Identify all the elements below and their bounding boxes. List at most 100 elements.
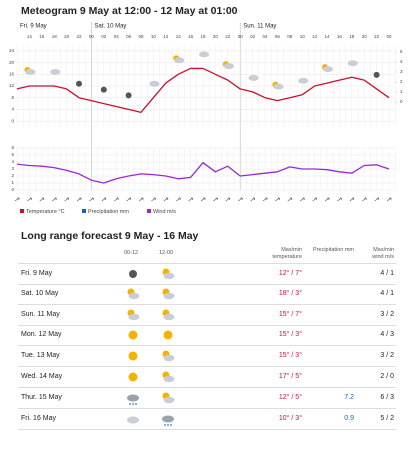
wind-arrow [101, 197, 107, 202]
wind-arrow [14, 197, 20, 202]
day-label: Fri. 9 May [20, 24, 47, 30]
column-header: Max/min wind m/s [372, 247, 394, 260]
day-cell: Mon. 12 May [21, 331, 62, 339]
weather-icon [129, 270, 137, 278]
wind-tick-label: 6 [11, 145, 14, 150]
legend-swatch [20, 209, 24, 213]
temperature-line [16, 67, 390, 114]
precip-tick-label: 1 [400, 89, 403, 94]
icon-cell [161, 346, 175, 373]
wind-arrow [126, 197, 131, 202]
moon-icon [100, 86, 107, 93]
cloud-icon [223, 63, 234, 70]
hour-label: 10 [151, 34, 157, 39]
forecast-row: Fri. 9 May 12° / 7° 4 / 1 [18, 263, 396, 285]
wind-arrow [374, 197, 379, 202]
column-header: 12-00 [159, 250, 174, 256]
precip-tick-label: 0 [400, 99, 403, 104]
wind-tick-label: 2 [11, 173, 14, 178]
weather-icon [128, 372, 138, 382]
wind-arrow [324, 197, 330, 202]
hour-label: 14 [324, 34, 330, 39]
day-cell: Fri. 16 May [21, 414, 57, 422]
icon-cell [161, 325, 175, 352]
temperature-cell: 17° / 5° [278, 373, 302, 380]
wind-arrow [238, 197, 243, 202]
wind-arrow [287, 197, 293, 202]
wind-tick-label: 0 [11, 187, 14, 192]
wind-arrow [300, 197, 305, 202]
wind-cell: 5 / 2 [380, 414, 394, 422]
legend-label: Precipitation mm [88, 209, 129, 215]
icon-cell [161, 409, 175, 436]
icon-cell [126, 264, 140, 291]
day-cell: Fri. 9 May [21, 270, 53, 277]
weather-icon [162, 350, 175, 362]
wind-arrow [275, 197, 280, 202]
hour-label: 16 [39, 34, 45, 39]
hour-label: 06 [126, 34, 132, 39]
hour-label: 20 [213, 34, 219, 39]
forecast-row: Sat. 10 May 18° / 3° 4 / 1 [18, 284, 396, 305]
wind-tick-label: 3 [11, 166, 14, 171]
icon-cell [126, 284, 140, 311]
hour-label: 16 [337, 34, 343, 39]
temp-tick-label: 24 [9, 48, 15, 53]
hour-label: 00 [238, 34, 244, 39]
weather-icon [127, 394, 139, 405]
temperature-cell: 12° / 7° [278, 270, 302, 277]
meteogram: Meteogram 9 May at 12:00 - 12 May at 01:… [9, 5, 403, 215]
cloud-icon [25, 69, 36, 75]
hour-label: 18 [52, 34, 58, 39]
forecast-row: Mon. 12 May 15° / 3° 4 / 3 [18, 325, 396, 347]
column-header: Max/min temperature [272, 247, 302, 260]
hour-label: 16 [188, 34, 194, 39]
hour-label: 22 [225, 34, 231, 39]
icon-cell [161, 388, 175, 415]
weather-icon [163, 330, 173, 340]
icon-cell [126, 305, 140, 332]
day-cell: Thur. 15 May [21, 393, 62, 401]
weather-icon [127, 309, 140, 320]
wind-tick-label: 5 [11, 152, 14, 157]
temperature-cell: 15° / 7° [278, 310, 302, 318]
wind-arrow [349, 197, 355, 202]
day-cell: Wed. 14 May [21, 373, 63, 380]
forecast-row: Tue. 13 May 15° / 3° 3 / 2 [18, 346, 396, 368]
temp-tick-label: 20 [9, 60, 15, 65]
moon-icon [76, 80, 82, 87]
icon-cell [126, 325, 140, 352]
hour-label: 18 [200, 34, 206, 39]
forecast-row: Thur. 15 May 12° / 5° 7.2 6 / 3 [18, 388, 396, 409]
cloud-icon [273, 83, 284, 90]
hour-label: 00 [89, 34, 95, 39]
hour-label: 18 [349, 34, 355, 39]
wind-arrow [39, 197, 45, 202]
day-label: Sat. 10 May [94, 24, 126, 30]
weather-icon [128, 351, 138, 361]
hour-label: 08 [287, 34, 293, 39]
forecast-row: Sun. 11 May 15° / 7° 3 / 2 [18, 305, 396, 326]
legend-label: Temperature °C [26, 209, 65, 215]
wind-arrow [225, 197, 231, 202]
hour-label: 06 [275, 34, 281, 39]
weather-icon [162, 415, 174, 426]
wind-line [16, 162, 390, 184]
moon-icon [373, 71, 380, 78]
wind-cell: 6 / 3 [380, 393, 394, 401]
temp-tick-label: 4 [11, 107, 14, 112]
legend-swatch [82, 209, 86, 213]
forecast-row: Fri. 16 May 10° / 3° 0.9 5 / 2 [18, 409, 396, 430]
hour-label: 02 [250, 34, 256, 39]
column-header: 00-12 [124, 250, 139, 256]
moon-icon [125, 92, 132, 99]
wind-arrow [89, 197, 94, 202]
day-cell: Sun. 11 May [21, 310, 60, 318]
weather-icon [127, 288, 140, 299]
icon-cell [161, 264, 175, 291]
forecast-title: Long range forecast 9 May - 16 May [21, 230, 199, 242]
temp-tick-label: 16 [9, 71, 15, 76]
icon-cell [126, 367, 140, 394]
forecast-row: Wed. 14 May 17° / 5° 2 / 0 [18, 367, 396, 388]
